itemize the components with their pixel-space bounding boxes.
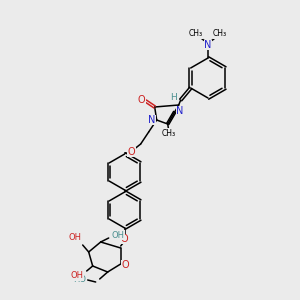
Text: O: O [122, 260, 130, 270]
Text: CH₃: CH₃ [189, 29, 203, 38]
Text: O: O [128, 147, 136, 157]
Text: OH: OH [68, 233, 81, 242]
Text: OH: OH [111, 230, 124, 239]
Text: N: N [176, 106, 183, 116]
Text: N: N [204, 40, 212, 50]
Text: OH: OH [70, 272, 83, 280]
Text: O: O [121, 234, 128, 244]
Text: HO: HO [73, 275, 86, 284]
Text: O: O [138, 95, 146, 105]
Text: H: H [170, 92, 177, 101]
Text: CH₃: CH₃ [162, 128, 176, 137]
Text: CH₃: CH₃ [213, 29, 227, 38]
Text: N: N [148, 115, 155, 125]
